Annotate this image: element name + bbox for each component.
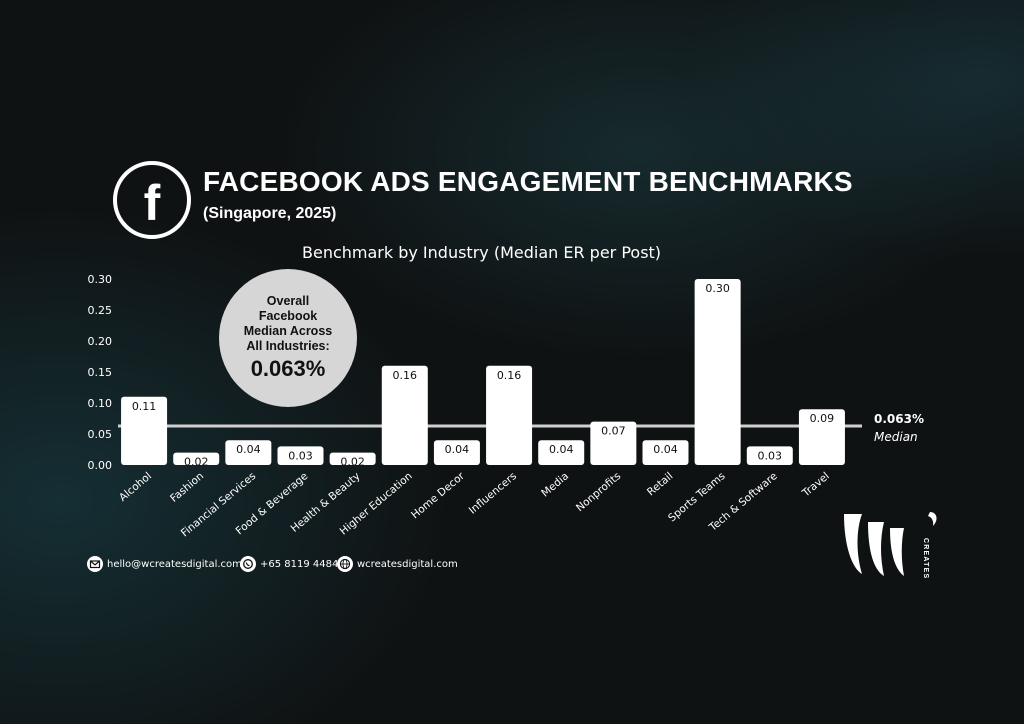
bar-retail bbox=[642, 440, 689, 465]
mail-icon bbox=[87, 556, 103, 572]
bar-sports-teams bbox=[694, 279, 741, 465]
y-tick-label: 0.15 bbox=[88, 366, 113, 379]
bar-value-label: 0.03 bbox=[288, 449, 313, 462]
contact-phone[interactable]: +65 8119 4484 bbox=[240, 556, 338, 572]
contact-website-text: wcreatesdigital.com bbox=[357, 558, 458, 570]
contact-email-text: hello@wcreatesdigital.com bbox=[107, 558, 242, 570]
bar-value-label: 0.04 bbox=[236, 443, 261, 456]
median-value-label: 0.063% bbox=[874, 412, 924, 426]
x-tick-label: Influencers bbox=[467, 470, 519, 517]
x-tick-label: Media bbox=[539, 470, 571, 499]
median-word-label: Median bbox=[874, 430, 918, 444]
bar-value-label: 0.02 bbox=[184, 456, 209, 469]
x-tick-label: Home Decor bbox=[409, 470, 467, 522]
bar-health-beauty bbox=[329, 452, 376, 465]
bar-value-label: 0.16 bbox=[497, 369, 522, 382]
contact-website[interactable]: wcreatesdigital.com bbox=[337, 556, 458, 572]
bar-value-label: 0.07 bbox=[601, 425, 626, 438]
x-tick-label: Nonprofits bbox=[574, 470, 623, 514]
whatsapp-icon bbox=[240, 556, 256, 572]
bar-value-label: 0.11 bbox=[132, 400, 157, 413]
overall-median-value: 0.063% bbox=[250, 356, 326, 381]
globe-icon bbox=[337, 556, 353, 572]
wcreates-logo: CREATES bbox=[838, 508, 948, 584]
page-subtitle: (Singapore, 2025) bbox=[203, 205, 337, 222]
bar-nonprofits bbox=[590, 421, 637, 465]
bar-value-label: 0.04 bbox=[445, 443, 470, 456]
x-tick-label: Fashion bbox=[168, 470, 206, 505]
bar-alcohol bbox=[121, 396, 168, 465]
y-tick-label: 0.30 bbox=[88, 273, 113, 286]
x-tick-label: Travel bbox=[799, 470, 831, 500]
overall-median-badge: Overall Facebook Median Across All Indus… bbox=[219, 269, 357, 407]
y-tick-label: 0.00 bbox=[88, 459, 113, 472]
y-tick-label: 0.05 bbox=[88, 428, 113, 441]
bar-value-label: 0.04 bbox=[653, 443, 678, 456]
bar-media bbox=[538, 440, 585, 465]
page-title: FACEBOOK ADS ENGAGEMENT BENCHMARKS bbox=[203, 166, 853, 197]
x-tick-label: Alcohol bbox=[117, 470, 154, 504]
bar-value-label: 0.09 bbox=[810, 412, 835, 425]
bar-influencers bbox=[486, 365, 533, 465]
bar-value-label: 0.03 bbox=[758, 449, 783, 462]
bar-value-label: 0.30 bbox=[705, 282, 730, 295]
bar-fashion bbox=[173, 452, 220, 465]
y-tick-label: 0.20 bbox=[88, 335, 113, 348]
bar-travel bbox=[798, 409, 845, 465]
bar-tech-software bbox=[746, 446, 793, 465]
x-tick-label: Retail bbox=[645, 470, 675, 498]
chart-title: Benchmark by Industry (Median ER per Pos… bbox=[302, 243, 662, 262]
facebook-icon: f bbox=[113, 161, 191, 239]
y-tick-label: 0.25 bbox=[88, 304, 113, 317]
svg-text:CREATES: CREATES bbox=[922, 538, 929, 579]
contact-phone-text: +65 8119 4484 bbox=[260, 558, 339, 570]
bar-higher-education bbox=[381, 365, 428, 465]
bar-value-label: 0.04 bbox=[549, 443, 574, 456]
y-tick-label: 0.10 bbox=[88, 397, 113, 410]
bar-food-beverage bbox=[277, 446, 324, 465]
bar-value-label: 0.16 bbox=[393, 369, 418, 382]
bar-financial-services bbox=[225, 440, 272, 465]
contact-email[interactable]: hello@wcreatesdigital.com bbox=[87, 556, 242, 572]
overall-median-text: Overall Facebook Median Across All Indus… bbox=[243, 294, 333, 353]
bar-home-decor bbox=[433, 440, 480, 465]
bar-value-label: 0.02 bbox=[340, 456, 365, 469]
median-line-label: 0.063% Median bbox=[874, 410, 924, 446]
